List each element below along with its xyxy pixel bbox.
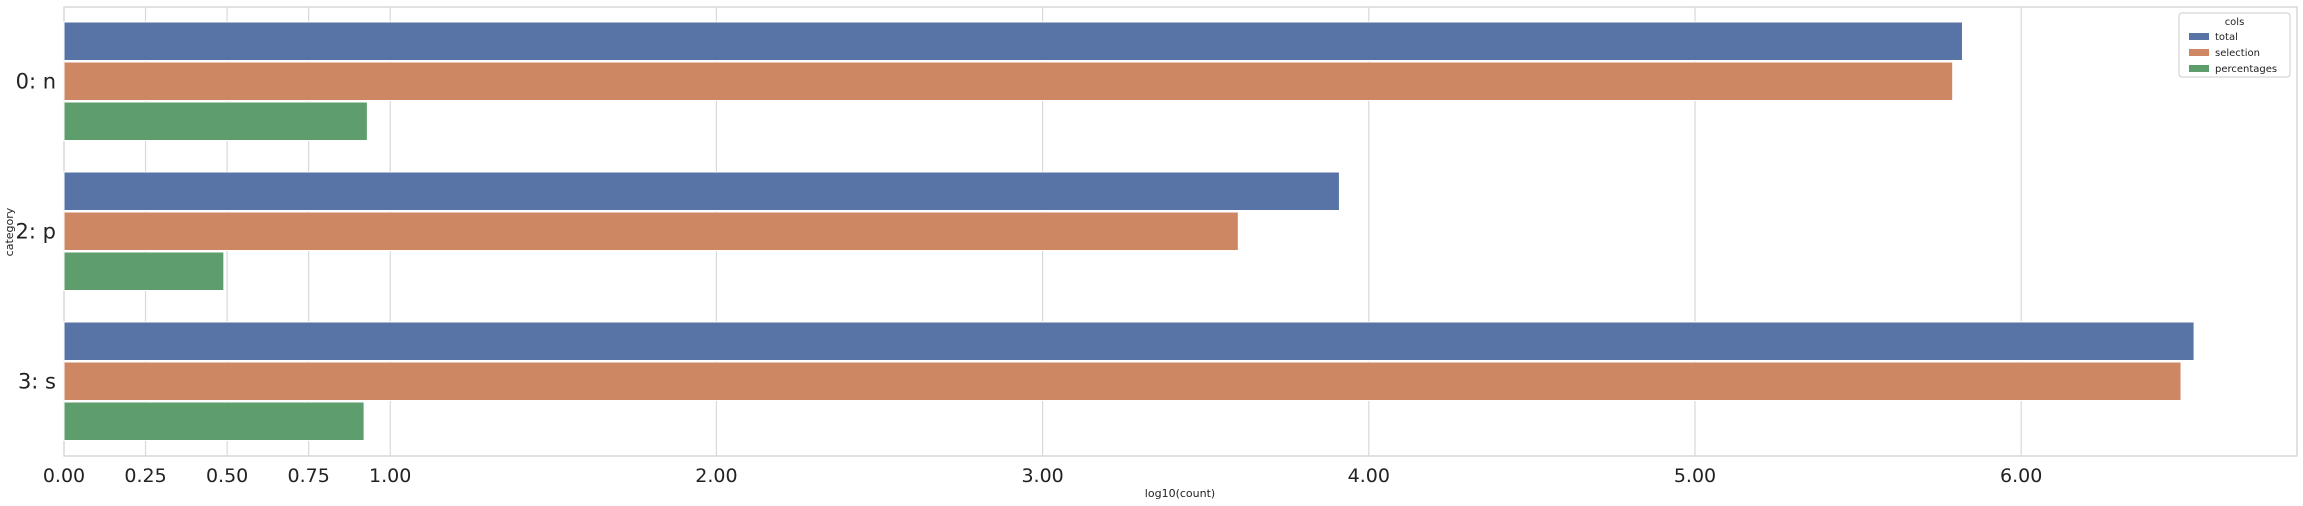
y-tick-labels: 0: n 2: p 3: s: [16, 69, 56, 393]
x-tick-label: 5.00: [1674, 465, 1716, 487]
legend-label-total: total: [2215, 32, 2238, 43]
y-tick-label: 3: s: [18, 369, 56, 393]
bars: [63, 21, 2195, 441]
x-tick-label: 0.50: [206, 465, 248, 487]
legend-swatch-total: [2189, 33, 2209, 40]
x-tick-label: 6.00: [2000, 465, 2042, 487]
legend-swatch-selection: [2189, 49, 2209, 56]
bar-selection-0: [63, 61, 1954, 101]
legend-label-selection: selection: [2215, 48, 2260, 59]
bar-total-0: [63, 21, 1963, 61]
y-tick-label: 2: p: [16, 219, 56, 243]
x-tick-label: 3.00: [1021, 465, 1063, 487]
x-tick-labels: 0.00 0.25 0.50 0.75 1.00 2.00 3.00 4.00 5.00 6.00: [43, 465, 2043, 487]
bar-percentages-0: [63, 101, 368, 141]
y-axis-title: category: [3, 207, 16, 256]
x-tick-label: 1.00: [369, 465, 411, 487]
y-tick-label: 0: n: [16, 69, 56, 93]
x-tick-label: 0.75: [287, 465, 329, 487]
legend-title: cols: [2225, 17, 2245, 28]
legend: cols total selection percentages: [2178, 12, 2291, 78]
x-tick-label: 0.00: [43, 465, 85, 487]
x-tick-label: 4.00: [1348, 465, 1390, 487]
x-axis-title: log10(count): [1145, 487, 1215, 500]
bar-percentages-1: [63, 251, 225, 291]
bar-total-2: [63, 321, 2195, 361]
bar-selection-2: [63, 361, 2182, 401]
bar-percentages-2: [63, 401, 365, 441]
legend-label-percentages: percentages: [2215, 64, 2277, 75]
bar-total-1: [63, 171, 1340, 211]
legend-swatch-percentages: [2189, 65, 2209, 72]
legend-frame: [2178, 12, 2291, 78]
x-tick-label: 2.00: [695, 465, 737, 487]
bar-selection-1: [63, 211, 1239, 251]
x-tick-label: 0.25: [124, 465, 166, 487]
